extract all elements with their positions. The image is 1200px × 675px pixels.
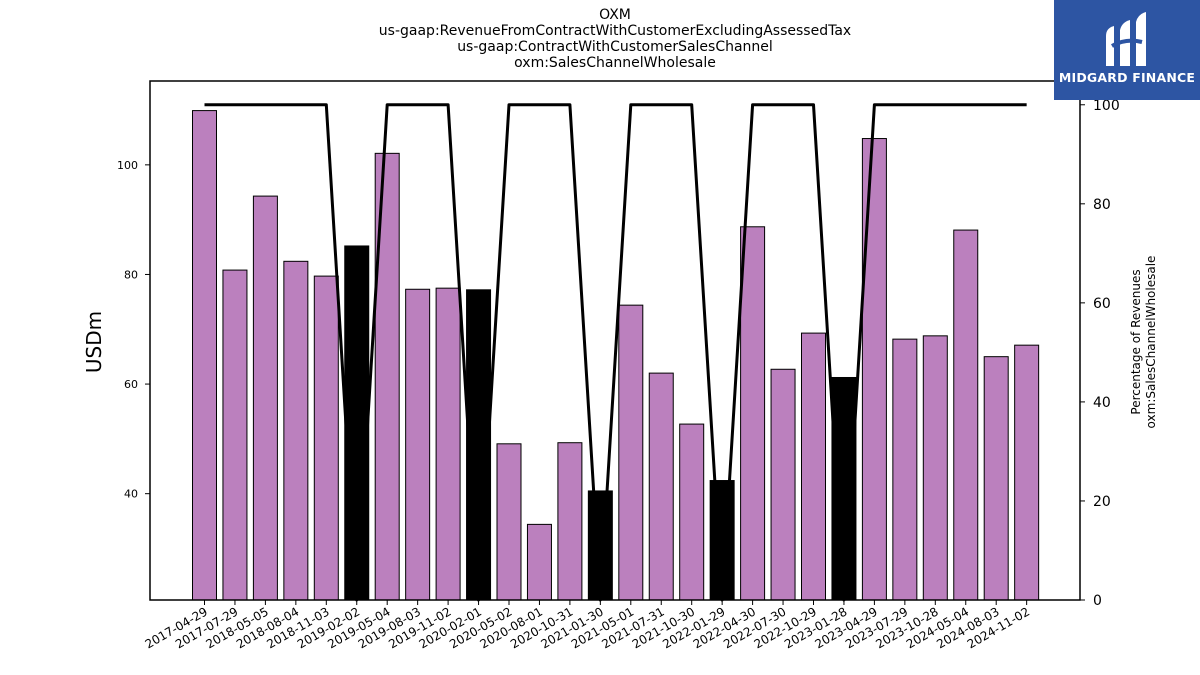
y2-tick-label-60: 60 <box>1093 296 1111 312</box>
bar-2023-07-29 <box>892 338 918 601</box>
brand-name: MIDGARD FINANCE <box>1058 70 1196 85</box>
bar-2022-07-30 <box>770 368 796 601</box>
bar-2023-04-29 <box>861 138 887 601</box>
bar-2024-08-03 <box>983 356 1009 601</box>
chart-title-line-1: OXM <box>599 7 631 23</box>
midgard-logo-icon <box>1106 12 1146 66</box>
y-axis-label: USDm <box>82 311 106 373</box>
y2-axis-label-line-2: oxm:SalesChannelWholesale <box>1144 256 1158 429</box>
percentage-line <box>204 103 1027 602</box>
bar-2017-07-29 <box>222 269 248 601</box>
bar-2019-11-02 <box>435 287 461 601</box>
y-tick-label-40: 40 <box>124 488 138 501</box>
chart-title-line-4: oxm:SalesChannelWholesale <box>514 55 716 71</box>
bar-2022-10-29 <box>801 332 826 601</box>
bar-2017-04-29 <box>192 110 217 601</box>
y2-tick-label-80: 80 <box>1093 197 1111 213</box>
bar-2020-08-01 <box>526 523 552 601</box>
percentage-line-group <box>204 103 1027 602</box>
bar-group <box>192 110 1040 601</box>
y-tick-label-100: 100 <box>117 159 138 172</box>
y2-tick-label-100: 100 <box>1093 98 1120 114</box>
y2-tick-label-20: 20 <box>1093 494 1111 510</box>
plot-frame <box>149 80 1081 601</box>
bar-2020-10-31 <box>557 442 583 601</box>
bar-2024-05-04 <box>953 229 979 601</box>
bar-2021-05-01 <box>618 304 644 601</box>
chart-title-line-3: us-gaap:ContractWithCustomerSalesChannel <box>457 39 773 55</box>
bar-2023-01-28 <box>831 376 857 601</box>
bar-2019-08-03 <box>405 288 431 601</box>
bar-2020-05-02 <box>496 443 522 601</box>
bar-2018-08-04 <box>283 260 309 601</box>
brand-logo: MIDGARD FINANCE <box>1054 0 1200 100</box>
bar-2022-04-30 <box>740 226 766 601</box>
y2-tick-label-0: 0 <box>1093 593 1102 609</box>
bar-2021-10-30 <box>679 423 705 601</box>
y-tick-label-80: 80 <box>124 268 138 281</box>
y-tick-label-60: 60 <box>124 378 138 391</box>
y2-tick-label-40: 40 <box>1093 395 1111 411</box>
bar-2020-02-01 <box>466 289 492 601</box>
chart-title-line-2: us-gaap:RevenueFromContractWithCustomerE… <box>378 23 852 39</box>
bar-2018-05-05 <box>252 195 278 601</box>
bar-2019-02-02 <box>344 245 370 601</box>
axes-group: 4060801000204060801002017-04-292017-07-2… <box>117 80 1120 651</box>
bar-2024-11-02 <box>1014 344 1040 601</box>
bar-2021-07-31 <box>648 372 674 601</box>
bar-2018-11-03 <box>313 275 339 601</box>
bar-2023-10-28 <box>922 335 948 601</box>
y2-axis-label-line-1: Percentage of Revenues <box>1129 269 1143 414</box>
